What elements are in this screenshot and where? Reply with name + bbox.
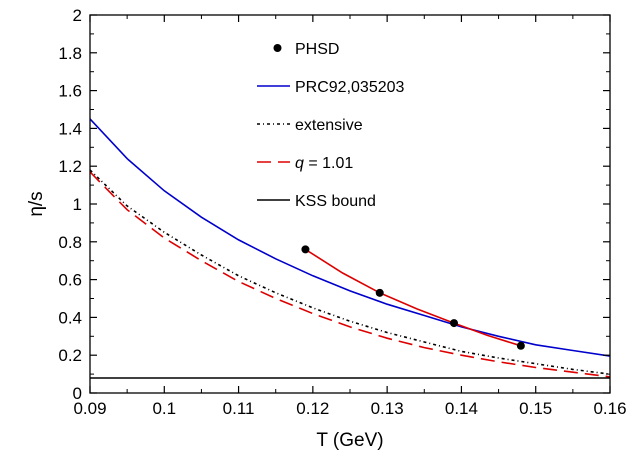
y-tick-label: 1.6 <box>58 82 82 101</box>
x-tick-label: 0.14 <box>445 399 478 418</box>
legend-item: PRC92,035203 <box>257 79 405 96</box>
y-tick-label: 0.4 <box>58 308 82 327</box>
legend-item: extensive <box>257 117 363 134</box>
y-tick-label: 1.8 <box>58 44 82 63</box>
legend-swatch-dot <box>273 44 282 52</box>
y-tick-label: 1.2 <box>58 157 82 176</box>
legend: PHSD PRC92,035203 extensive q = 1.01 KSS bou… <box>257 41 405 210</box>
series-line-q-1-01 <box>90 171 610 378</box>
y-tick-label: 0.8 <box>58 233 82 252</box>
phsd-point-4 <box>516 341 525 350</box>
x-tick-label: 0.1 <box>152 399 176 418</box>
y-tick-label: 0.6 <box>58 271 82 290</box>
x-axis-title: T (GeV) <box>316 430 383 451</box>
legend-item: q = 1.01 <box>257 155 353 172</box>
phsd-point-2 <box>375 288 384 297</box>
phsd-point-3 <box>450 319 458 328</box>
legend-label: PHSD <box>295 41 339 58</box>
y-tick-label: 1 <box>73 195 82 214</box>
legend-label: extensive <box>295 117 363 134</box>
x-tick-label: 0.16 <box>593 399 626 418</box>
x-tick-label: 0.13 <box>371 399 404 418</box>
legend-item: KSS bound <box>257 193 376 210</box>
series-line-prc92-035203 <box>90 118 610 357</box>
legend-label: q = 1.01 <box>295 155 353 172</box>
legend-label: PRC92,035203 <box>295 79 405 96</box>
ticks-layer <box>89 14 611 394</box>
x-tick-label: 0.09 <box>73 399 106 418</box>
x-tick-label: 0.15 <box>519 399 552 418</box>
y-tick-label: 2 <box>73 6 82 25</box>
y-tick-label: 0.2 <box>58 346 82 365</box>
markers-layer <box>301 245 525 350</box>
legend-label: KSS bound <box>295 193 376 210</box>
legend-item: PHSD <box>273 41 339 58</box>
series-line-extensive <box>90 169 610 375</box>
x-tick-label: 0.11 <box>223 399 255 418</box>
x-tick-label: 0.12 <box>296 399 329 418</box>
tick-labels-layer: 0.09 0.1 0.11 0.12 0.13 0.14 0.15 0.16 0 0.2 0.4 0.… <box>58 6 626 418</box>
y-tick-label: 1.4 <box>58 119 82 138</box>
series-line-phsd-fit <box>304 248 522 347</box>
y-axis-title: η/s <box>26 191 47 216</box>
y-tick-label: 0 <box>73 384 82 403</box>
series-layer <box>90 118 610 379</box>
phsd-point-1 <box>301 245 310 254</box>
